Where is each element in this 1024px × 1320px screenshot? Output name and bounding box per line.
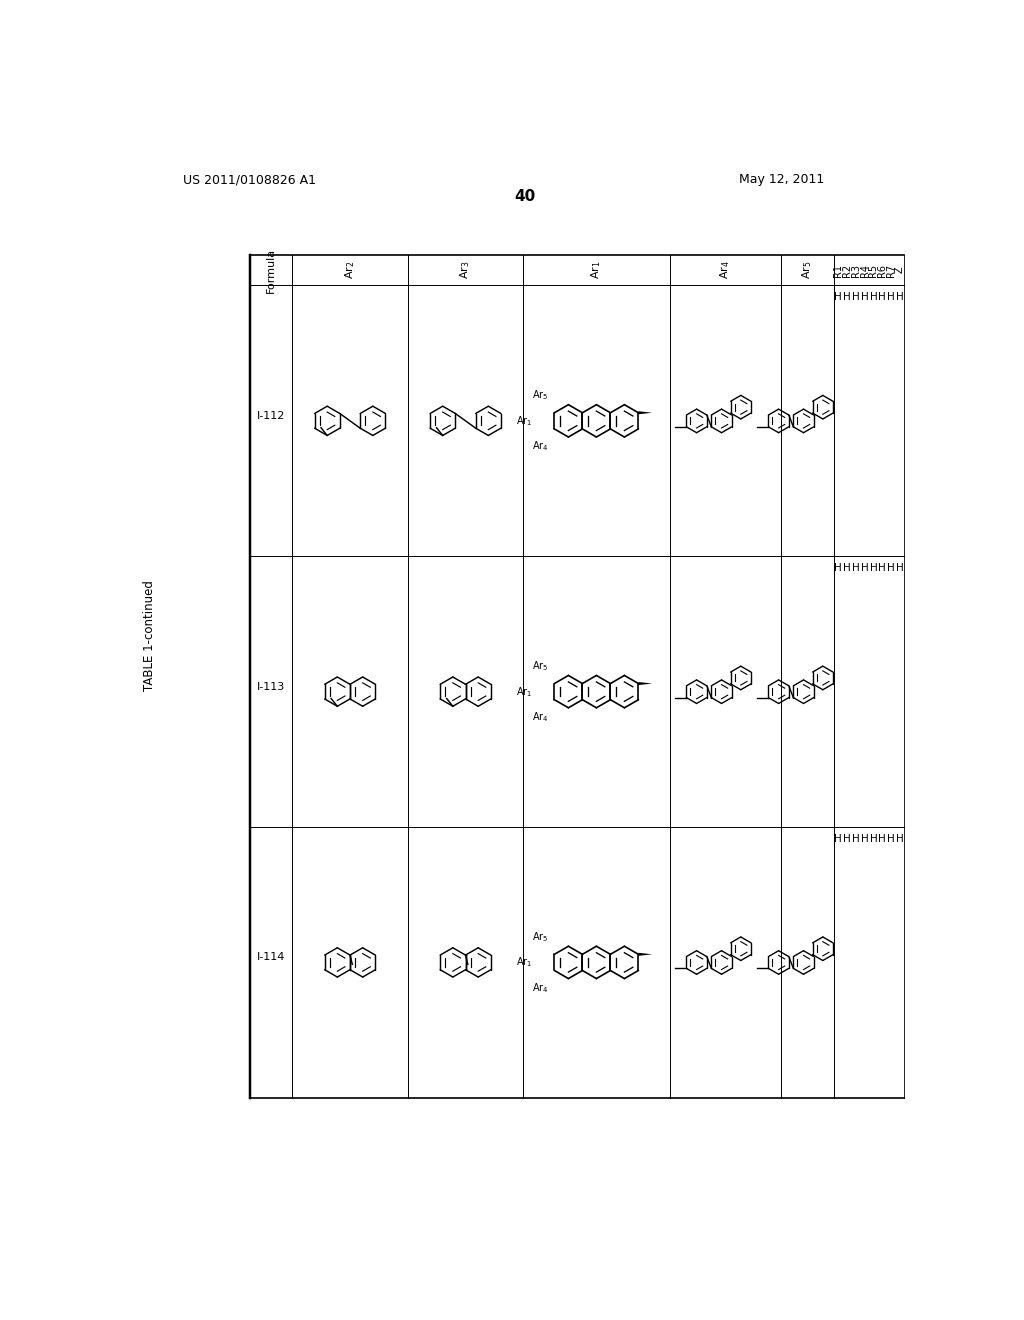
Text: Ar$_1$: Ar$_1$ <box>516 956 532 969</box>
Text: H: H <box>879 562 886 573</box>
Text: R5: R5 <box>868 264 879 277</box>
Text: Ar$_3$: Ar$_3$ <box>459 261 472 280</box>
Text: H: H <box>879 292 886 302</box>
Text: H: H <box>879 833 886 843</box>
Text: R2: R2 <box>842 264 852 277</box>
Text: Ar$_4$: Ar$_4$ <box>531 710 549 723</box>
Text: H: H <box>869 562 878 573</box>
Text: H: H <box>887 292 895 302</box>
Text: H: H <box>887 833 895 843</box>
Text: H: H <box>843 562 851 573</box>
Text: H: H <box>852 292 859 302</box>
Text: H: H <box>843 292 851 302</box>
Text: H: H <box>869 292 878 302</box>
Polygon shape <box>638 953 652 956</box>
Text: Ar$_5$: Ar$_5$ <box>531 659 549 673</box>
Text: Ar$_4$: Ar$_4$ <box>719 260 732 280</box>
Text: H: H <box>835 562 842 573</box>
Text: Ar$_5$: Ar$_5$ <box>801 261 814 280</box>
Text: R4: R4 <box>859 264 869 277</box>
Polygon shape <box>638 412 652 414</box>
Text: R7: R7 <box>886 264 896 277</box>
Text: H: H <box>896 562 904 573</box>
Text: H: H <box>852 833 859 843</box>
Text: 40: 40 <box>514 189 536 205</box>
Text: May 12, 2011: May 12, 2011 <box>739 173 824 186</box>
Text: Z: Z <box>895 267 905 273</box>
Text: H: H <box>896 833 904 843</box>
Text: US 2011/0108826 A1: US 2011/0108826 A1 <box>183 173 316 186</box>
Text: H: H <box>869 833 878 843</box>
Text: H: H <box>887 562 895 573</box>
Text: R6: R6 <box>878 264 887 277</box>
Text: H: H <box>843 833 851 843</box>
Text: Ar$_5$: Ar$_5$ <box>531 388 549 403</box>
Text: R1: R1 <box>833 264 843 277</box>
Text: I-114: I-114 <box>257 953 286 962</box>
Text: H: H <box>861 562 868 573</box>
Text: H: H <box>852 562 859 573</box>
Text: TABLE 1-continued: TABLE 1-continued <box>143 581 157 692</box>
Text: Ar$_5$: Ar$_5$ <box>531 931 549 944</box>
Text: Ar$_4$: Ar$_4$ <box>531 440 549 453</box>
Text: Ar$_1$: Ar$_1$ <box>590 261 603 280</box>
Text: Ar$_1$: Ar$_1$ <box>516 685 532 698</box>
Text: H: H <box>861 833 868 843</box>
Polygon shape <box>638 682 652 685</box>
Text: Ar$_4$: Ar$_4$ <box>531 981 549 995</box>
Text: Ar$_2$: Ar$_2$ <box>343 261 357 280</box>
Text: H: H <box>835 833 842 843</box>
Text: Ar$_1$: Ar$_1$ <box>516 414 532 428</box>
Text: H: H <box>896 292 904 302</box>
Text: R3: R3 <box>851 264 861 277</box>
Text: Formula: Formula <box>266 247 276 293</box>
Text: I-112: I-112 <box>257 411 286 421</box>
Text: I-113: I-113 <box>257 681 286 692</box>
Text: H: H <box>861 292 868 302</box>
Text: H: H <box>835 292 842 302</box>
